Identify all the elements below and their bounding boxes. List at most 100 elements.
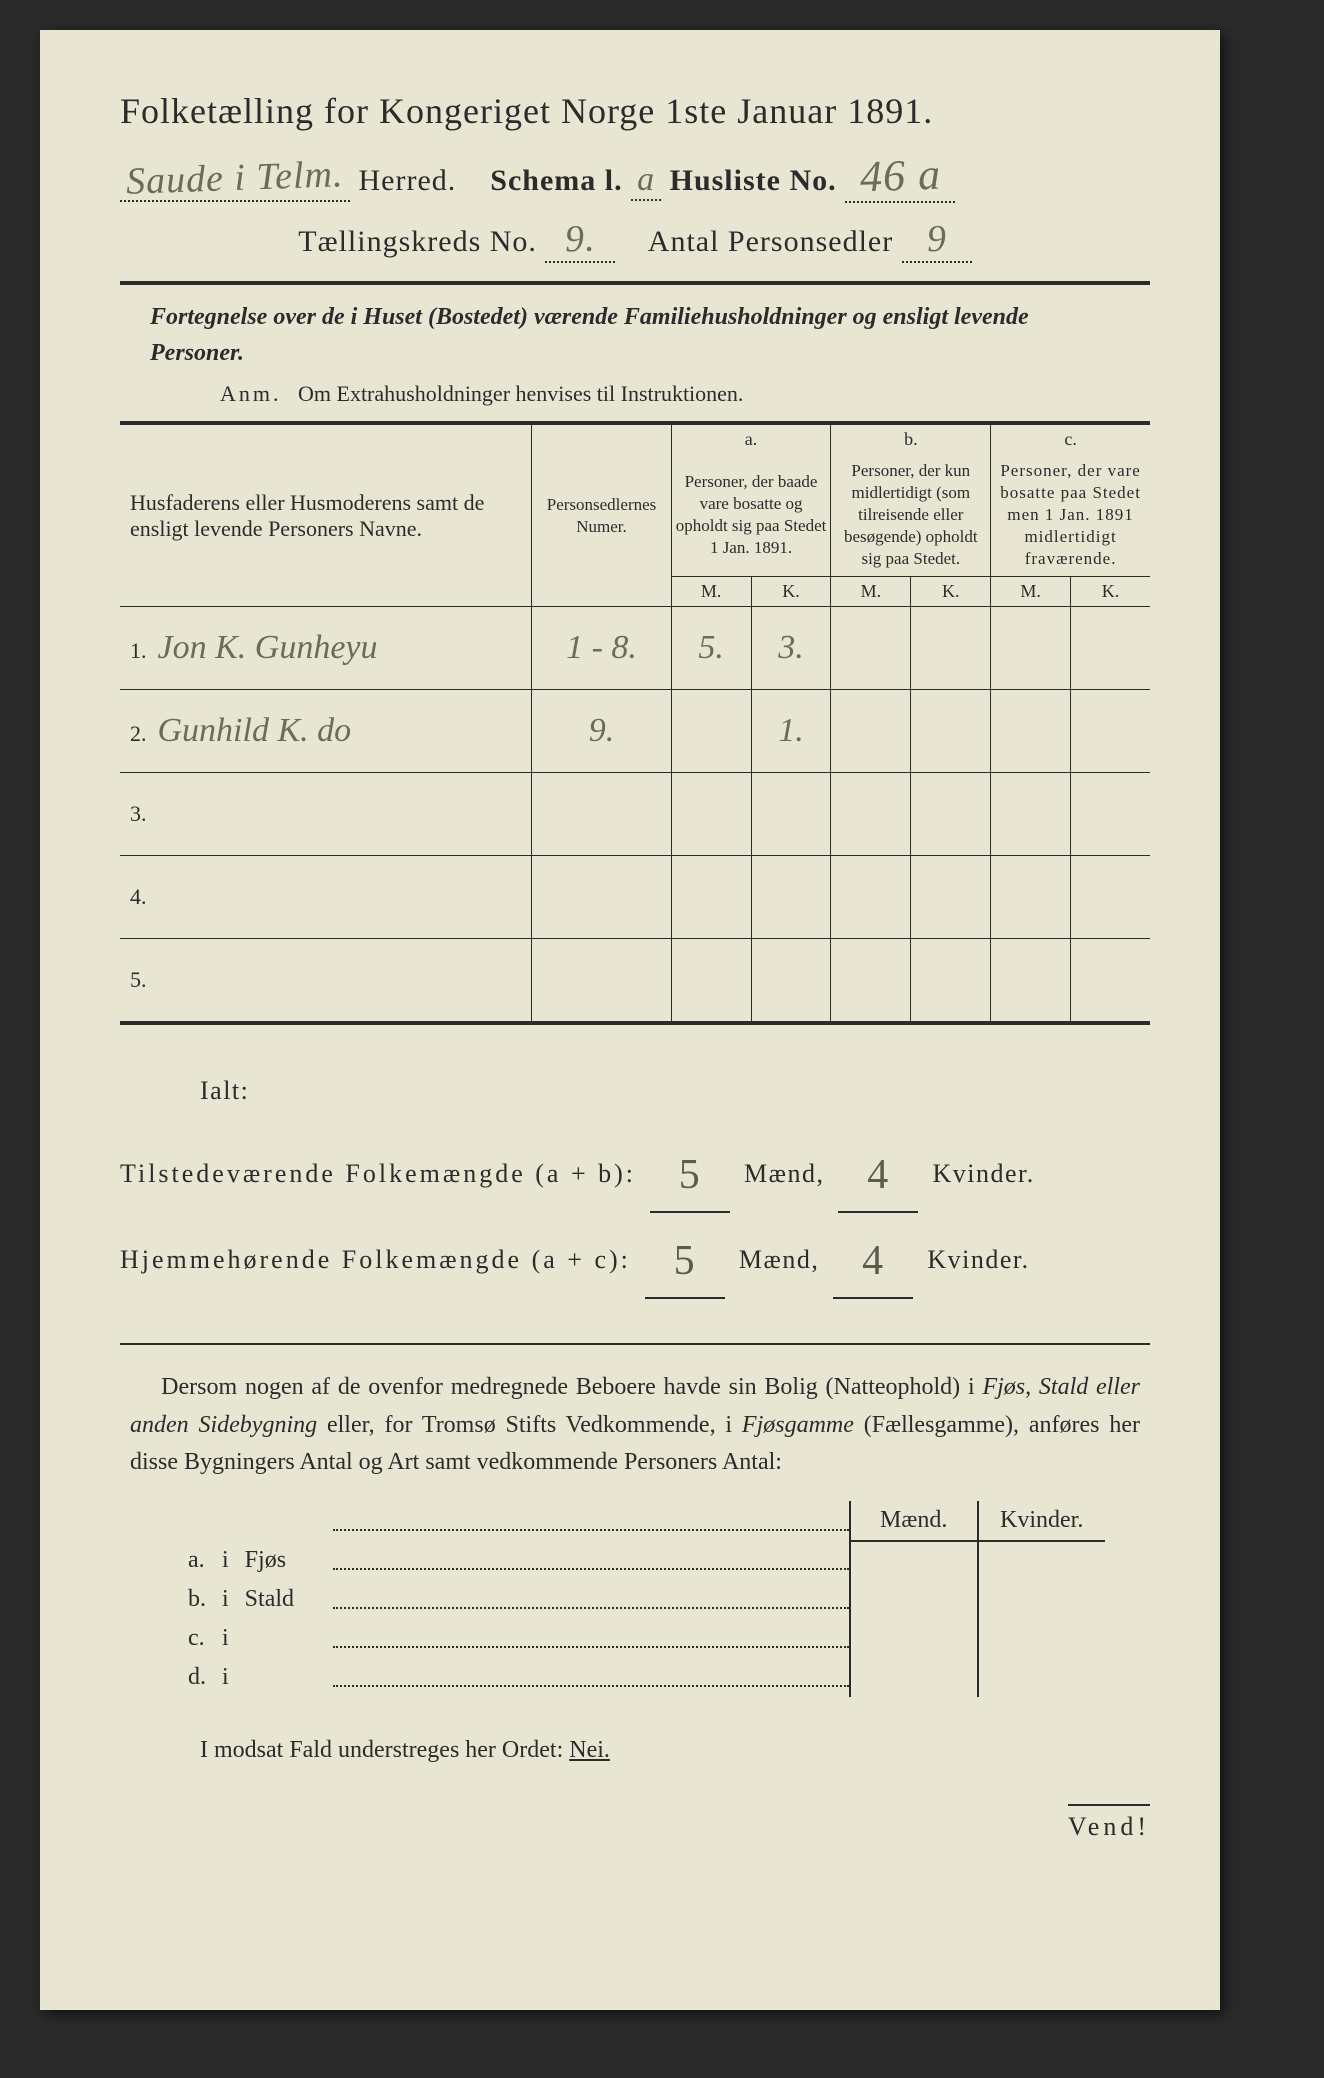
- nei-word: Nei.: [569, 1737, 610, 1763]
- husliste-value: 46 a: [859, 149, 942, 203]
- cell: 9.: [589, 712, 615, 749]
- cell: [751, 939, 831, 1024]
- cell: 5.: [698, 629, 724, 666]
- sub-row: b. i Stald: [180, 1580, 1105, 1619]
- col-b-m: M.: [831, 577, 911, 607]
- group-c-text: Personer, der vare bosatte paa Stedet me…: [991, 454, 1150, 577]
- anm-label: Anm.: [220, 381, 282, 406]
- husliste-label: Husliste No.: [670, 164, 837, 197]
- cell: 1.: [778, 712, 804, 749]
- cell: [911, 856, 991, 939]
- page-title: Folketælling for Kongeriget Norge 1ste J…: [120, 90, 1150, 132]
- cell: [911, 607, 991, 690]
- sub-maend: Mænd.: [850, 1501, 978, 1541]
- cell: [831, 607, 911, 690]
- cell: [991, 690, 1071, 773]
- maend-label: Mænd,: [744, 1159, 824, 1188]
- hjemme-k: 4: [862, 1238, 885, 1284]
- cell: [1071, 939, 1150, 1024]
- cell: [1071, 690, 1150, 773]
- maend-label: Mænd,: [739, 1245, 819, 1274]
- sub-label: Stald: [237, 1580, 333, 1619]
- sub-i: i: [214, 1658, 237, 1697]
- sub-label: [237, 1658, 333, 1697]
- cell: [751, 773, 831, 856]
- group-b-text: Personer, der kun midlertidigt (som tilr…: [831, 454, 991, 577]
- kreds-value: 9.: [564, 216, 596, 261]
- cell: [991, 607, 1071, 690]
- sub-row: d. i: [180, 1658, 1105, 1697]
- sub-label: Fjøs: [237, 1541, 333, 1580]
- cell: [991, 939, 1071, 1024]
- title-text: Folketælling for Kongeriget Norge 1ste J…: [120, 91, 933, 131]
- hjemme-label: Hjemmehørende Folkemængde (a + c):: [120, 1245, 631, 1274]
- kreds-label: Tællingskreds No.: [298, 225, 537, 258]
- dersom-paragraph: Dersom nogen af de ovenfor medregnede Be…: [130, 1369, 1140, 1481]
- antal-label: Antal Personsedler: [648, 225, 893, 258]
- cell: [1071, 773, 1150, 856]
- table-row: 2. Gunhild K. do 9. 1.: [120, 690, 1150, 773]
- sub-row: a. i Fjøs: [180, 1541, 1105, 1580]
- cell: [831, 939, 911, 1024]
- col-b-k: K.: [911, 577, 991, 607]
- cell: [1071, 607, 1150, 690]
- ialt-label: Ialt:: [200, 1065, 1150, 1117]
- col-name: Husfaderens eller Husmoderens samt de en…: [120, 423, 532, 607]
- tilstede-m: 5: [679, 1152, 702, 1198]
- table-row: 5.: [120, 939, 1150, 1024]
- tilstede-line: Tilstedeværende Folkemængde (a + b): 5 M…: [120, 1127, 1150, 1213]
- sub-table: Mænd. Kvinder. a. i Fjøs b. i Stald c. i…: [180, 1501, 1105, 1697]
- cell: [1071, 856, 1150, 939]
- document-page: Folketælling for Kongeriget Norge 1ste J…: [40, 30, 1220, 2010]
- sub-l: d.: [180, 1658, 214, 1697]
- sub-kvinder: Kvinder.: [978, 1501, 1105, 1541]
- cell: [751, 856, 831, 939]
- cell: [671, 773, 751, 856]
- col-c-m: M.: [991, 577, 1071, 607]
- table-row: 4.: [120, 856, 1150, 939]
- col-a-k: K.: [751, 577, 831, 607]
- cell: 1 - 8.: [566, 629, 637, 666]
- schema-value: a: [637, 161, 655, 198]
- cell: 3.: [778, 629, 804, 666]
- col-num: Personsedlernes Numer.: [532, 423, 671, 607]
- kvinder-label: Kvinder.: [927, 1245, 1029, 1274]
- cell: [911, 690, 991, 773]
- sub-i: i: [214, 1580, 237, 1619]
- cell: [991, 773, 1071, 856]
- subtitle: Fortegnelse over de i Huset (Bostedet) v…: [150, 299, 1110, 371]
- sub-l: c.: [180, 1619, 214, 1658]
- cell: [532, 856, 671, 939]
- modsat-line: I modsat Fald understreges her Ordet: Ne…: [200, 1737, 1150, 1764]
- cell: [831, 856, 911, 939]
- row-num: 5.: [130, 967, 147, 992]
- tilstede-k: 4: [867, 1152, 890, 1198]
- schema-label: Schema l.: [490, 164, 622, 197]
- sub-row: c. i: [180, 1619, 1105, 1658]
- sub-l: a.: [180, 1541, 214, 1580]
- col-a-m: M.: [671, 577, 751, 607]
- table-body: 1. Jon K. Gunheyu 1 - 8. 5. 3. 2. Gunhil…: [120, 607, 1150, 1024]
- cell: [532, 939, 671, 1024]
- group-a-label: a.: [671, 423, 831, 454]
- main-table: Husfaderens eller Husmoderens samt de en…: [120, 421, 1150, 1025]
- header-line-3: Tællingskreds No. 9. Antal Personsedler …: [120, 217, 1150, 263]
- row-num: 1.: [130, 638, 147, 663]
- anm-text: Om Extrahusholdninger henvises til Instr…: [298, 381, 743, 406]
- sub-l: b.: [180, 1580, 214, 1619]
- cell: [911, 773, 991, 856]
- cell: [671, 939, 751, 1024]
- sub-i: i: [214, 1541, 237, 1580]
- sub-label: [237, 1619, 333, 1658]
- row-name: Gunhild K. do: [158, 712, 352, 749]
- cell: [911, 939, 991, 1024]
- tilstede-label: Tilstedeværende Folkemængde (a + b):: [120, 1159, 636, 1188]
- sub-i: i: [214, 1619, 237, 1658]
- hjemme-line: Hjemmehørende Folkemængde (a + c): 5 Mæn…: [120, 1213, 1150, 1299]
- cell: [532, 773, 671, 856]
- header-line-2: Saude i Telm. Herred. Schema l. a Huslis…: [120, 150, 1150, 203]
- col-c-k: K.: [1071, 577, 1150, 607]
- row-num: 3.: [130, 801, 147, 826]
- cell: [831, 690, 911, 773]
- dersom-t2: eller, for Tromsø Stifts Vedkommende, i: [317, 1412, 742, 1438]
